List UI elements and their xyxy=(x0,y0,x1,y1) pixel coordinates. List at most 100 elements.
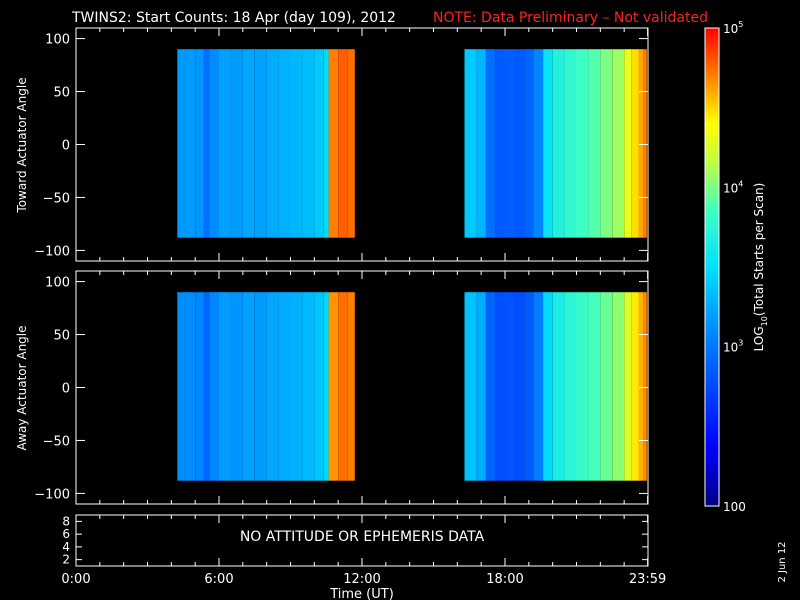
y-tick-label: 50 xyxy=(53,86,70,101)
heatmap-cell xyxy=(543,49,553,238)
heatmap-cell xyxy=(495,49,505,238)
heatmap-cell xyxy=(177,49,186,238)
heatmap-cell xyxy=(254,49,267,238)
heatmap-cell xyxy=(242,292,255,481)
heatmap-cell xyxy=(290,292,303,481)
heatmap-cell xyxy=(230,292,243,481)
heatmap-cell xyxy=(290,49,303,238)
y-tick-label: −100 xyxy=(34,244,70,259)
heatmap-cell xyxy=(612,49,625,238)
heatmap-cell xyxy=(464,49,477,238)
heatmap-cell xyxy=(338,292,348,481)
x-tick-label: 18:00 xyxy=(486,572,523,587)
heatmap-cell xyxy=(230,49,243,238)
heatmap-cell xyxy=(219,49,231,238)
colorbar-tick-exponent: 3 xyxy=(738,339,743,348)
heatmap-cell xyxy=(533,49,544,238)
heatmap-cell xyxy=(624,49,632,238)
ephemeris-message: NO ATTITUDE OR EPHEMERIS DATA xyxy=(240,529,485,545)
heatmap-cell xyxy=(219,292,231,481)
y-tick-label: 100 xyxy=(45,33,70,48)
heatmap-cell xyxy=(347,49,355,238)
x-tick-label: 12:00 xyxy=(343,572,380,587)
x-tick-label: 23:59 xyxy=(629,572,666,587)
heatmap-cell xyxy=(485,49,496,238)
y-tick-label: 2 xyxy=(62,553,70,567)
heatmap-cell xyxy=(464,292,477,481)
side-stamp: 2 Jun 12 xyxy=(777,541,788,582)
heatmap-cell xyxy=(195,292,204,481)
heatmap-cell xyxy=(485,292,496,481)
heatmap-cell xyxy=(323,292,329,481)
y-tick-label: −100 xyxy=(34,487,70,502)
heatmap-cell xyxy=(495,292,505,481)
heatmap-cell xyxy=(195,49,204,238)
colorbar-tick-label: 104 xyxy=(723,179,743,195)
heatmap-cell xyxy=(600,49,613,238)
heatmap-cell xyxy=(203,292,210,481)
heatmap-cell xyxy=(203,49,210,238)
heatmap-cell xyxy=(600,292,613,481)
y-tick-label: −50 xyxy=(43,191,70,206)
heatmap-cell xyxy=(328,49,339,238)
y-tick-label: −50 xyxy=(43,434,70,449)
heatmap-cell xyxy=(505,292,515,481)
y-tick-label: 8 xyxy=(62,514,70,528)
heatmap-cell xyxy=(185,292,196,481)
heatmap-cell xyxy=(314,292,324,481)
heatmap-cell xyxy=(209,292,219,481)
y-tick-label: 4 xyxy=(62,540,70,554)
colorbar-label-rest: (Total Starts per Scan) xyxy=(752,183,766,317)
heatmap-cell xyxy=(302,49,315,238)
y-tick-label: 100 xyxy=(45,276,70,291)
chart-title: TWINS2: Start Counts: 18 Apr (day 109), … xyxy=(71,10,396,26)
heatmap-cell xyxy=(631,292,639,481)
heatmap-cell xyxy=(338,49,348,238)
x-tick-label: 6:00 xyxy=(204,572,233,587)
heatmap-cell xyxy=(266,292,279,481)
heatmap-cell xyxy=(552,292,565,481)
colorbar-label: LOG10(Total Starts per Scan) xyxy=(752,183,769,352)
panel-away-ylabel: Away Actuator Angle xyxy=(15,325,29,450)
colorbar-label-sub: 10 xyxy=(760,316,769,326)
colorbar-tick-label: 103 xyxy=(723,339,743,355)
heatmap-cell xyxy=(177,292,186,481)
heatmap-cell xyxy=(476,49,486,238)
colorbar-label-main: LOG xyxy=(752,326,766,351)
heatmap-toward xyxy=(177,49,647,238)
heatmap-cell xyxy=(638,292,644,481)
heatmap-cell xyxy=(564,49,577,238)
heatmap-cell xyxy=(242,49,255,238)
colorbar-tick-exponent: 5 xyxy=(738,20,743,29)
heatmap-cell xyxy=(328,292,339,481)
heatmap-cell xyxy=(254,292,267,481)
heatmap-cell xyxy=(564,292,577,481)
heatmap-cell xyxy=(314,49,324,238)
y-tick-label: 0 xyxy=(62,139,70,154)
heatmap-cell xyxy=(552,49,565,238)
y-tick-label: 0 xyxy=(62,382,70,397)
colorbar-tick-label: 100 xyxy=(723,500,746,514)
x-tick-label: 0:00 xyxy=(61,572,90,587)
heatmap-cell xyxy=(543,292,553,481)
colorbar-tick-exponent: 4 xyxy=(738,179,743,188)
heatmap-cell xyxy=(588,292,601,481)
heatmap-cell xyxy=(643,49,647,238)
colorbar xyxy=(704,27,720,507)
heatmap-cell xyxy=(514,292,524,481)
heatmap-cell xyxy=(576,49,589,238)
y-tick-label: 50 xyxy=(53,329,70,344)
colorbar-tick-label: 105 xyxy=(723,20,743,36)
heatmap-cell xyxy=(631,49,639,238)
heatmap-cell xyxy=(576,292,589,481)
heatmap-cell xyxy=(514,49,524,238)
heatmap-cell xyxy=(533,292,544,481)
heatmap-cell xyxy=(266,49,279,238)
heatmap-cell xyxy=(302,292,315,481)
heatmap-cell xyxy=(524,49,534,238)
heatmap-cell xyxy=(323,49,329,238)
heatmap-cell xyxy=(505,49,515,238)
heatmap-cell xyxy=(638,49,644,238)
